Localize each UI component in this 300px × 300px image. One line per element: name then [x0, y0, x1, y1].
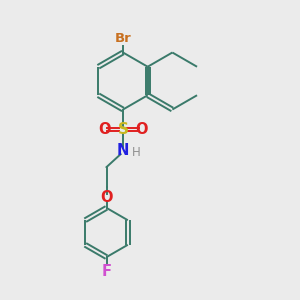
Text: O: O: [135, 122, 148, 136]
Text: O: O: [100, 190, 113, 206]
Text: Br: Br: [115, 32, 131, 45]
Text: N: N: [117, 143, 129, 158]
Text: F: F: [101, 264, 112, 279]
Text: O: O: [98, 122, 111, 136]
Text: H: H: [131, 146, 140, 159]
Text: S: S: [118, 122, 128, 136]
